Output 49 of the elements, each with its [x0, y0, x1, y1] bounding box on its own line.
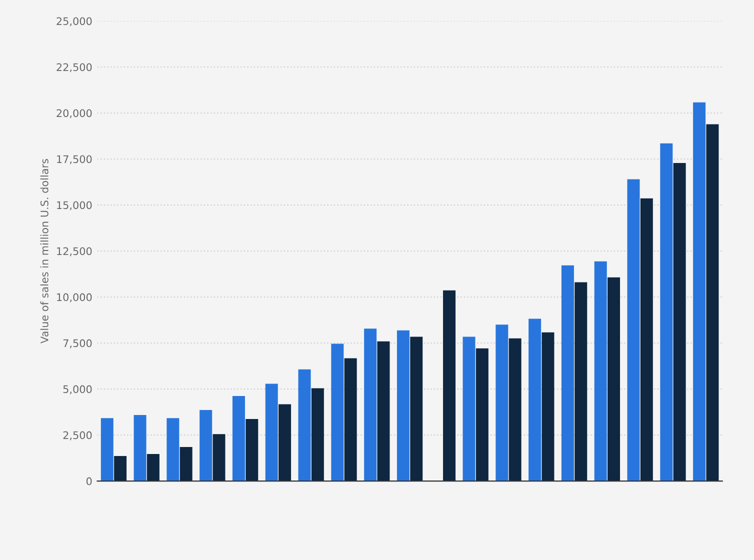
bar [364, 328, 377, 482]
bar [212, 434, 226, 482]
bar [180, 446, 192, 482]
bar [627, 179, 640, 482]
y-tick-label: 2,500 [63, 431, 92, 440]
bar [344, 358, 357, 482]
y-tick-label: 12,500 [57, 247, 92, 256]
bar [246, 419, 258, 482]
bar [396, 330, 410, 482]
y-tick-label: 0 [86, 477, 92, 486]
bar [608, 277, 620, 482]
y-tick-label: 15,000 [57, 201, 92, 210]
bar [278, 404, 292, 482]
bar [311, 388, 324, 482]
bar [298, 369, 311, 482]
bar [331, 344, 344, 482]
y-tick-label: 25,000 [56, 17, 92, 26]
bar [100, 418, 114, 482]
y-tick-label: 20,000 [56, 109, 92, 118]
bar [146, 454, 160, 482]
bar [542, 332, 554, 482]
y-tick-label: 5,000 [63, 385, 92, 394]
bar [508, 338, 522, 482]
bar [561, 265, 574, 482]
bar [673, 163, 686, 482]
bar [594, 261, 607, 482]
bar [640, 198, 653, 482]
bar [265, 384, 278, 482]
y-tick-label: 22,500 [56, 63, 92, 72]
y-axis-title: Value of sales in million U.S. dollars [40, 159, 48, 344]
y-tick-label: 17,500 [57, 155, 92, 164]
bar [114, 456, 127, 482]
bar [476, 348, 488, 482]
bar [166, 418, 180, 482]
bar [200, 410, 212, 482]
bar [377, 341, 390, 482]
y-tick-label: 7,500 [63, 339, 92, 348]
bar [443, 290, 456, 482]
y-tick-label: 10,000 [57, 293, 92, 302]
bar [660, 143, 673, 482]
bar [706, 124, 719, 482]
bar [693, 102, 706, 482]
bar [496, 324, 508, 482]
bar [134, 414, 146, 482]
bar [574, 282, 588, 482]
bar [462, 336, 476, 482]
bar [528, 318, 542, 482]
bar [410, 336, 423, 482]
bar [232, 396, 245, 482]
